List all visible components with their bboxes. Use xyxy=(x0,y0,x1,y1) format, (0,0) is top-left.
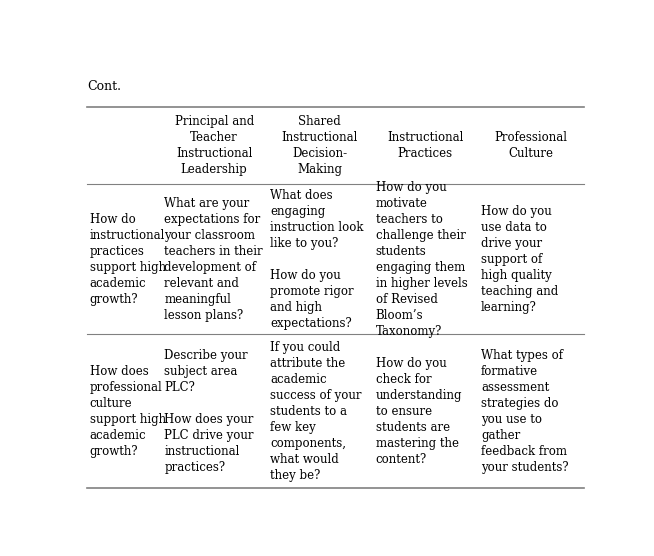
Text: How do
instructional
practices
support high
academic
growth?: How do instructional practices support h… xyxy=(90,213,166,306)
Text: Shared
Instructional
Decision-
Making: Shared Instructional Decision- Making xyxy=(281,116,358,176)
Text: How do you
check for
understanding
to ensure
students are
mastering the
content?: How do you check for understanding to en… xyxy=(375,357,462,466)
Text: How does
professional
culture
support high
academic
growth?: How does professional culture support hi… xyxy=(90,365,166,458)
Text: What does
engaging
instruction look
like to you?

How do you
promote rigor
and h: What does engaging instruction look like… xyxy=(270,189,364,330)
Text: What types of
formative
assessment
strategies do
you use to
gather
feedback from: What types of formative assessment strat… xyxy=(481,349,569,474)
Text: Describe your
subject area
PLC?

How does your
PLC drive your
instructional
prac: Describe your subject area PLC? How does… xyxy=(165,349,254,474)
Text: What are your
expectations for
your classroom
teachers in their
development of
r: What are your expectations for your clas… xyxy=(165,197,263,322)
Text: Professional
Culture: Professional Culture xyxy=(494,131,567,161)
Text: Instructional
Practices: Instructional Practices xyxy=(387,131,464,161)
Text: How do you
use data to
drive your
support of
high quality
teaching and
learning?: How do you use data to drive your suppor… xyxy=(481,205,559,314)
Text: How do you
motivate
teachers to
challenge their
students
engaging them
in higher: How do you motivate teachers to challeng… xyxy=(375,181,468,338)
Text: Cont.: Cont. xyxy=(87,80,121,92)
Text: Principal and
Teacher
Instructional
Leadership: Principal and Teacher Instructional Lead… xyxy=(175,116,254,176)
Text: If you could
attribute the
academic
success of your
students to a
few key
compon: If you could attribute the academic succ… xyxy=(270,341,362,482)
